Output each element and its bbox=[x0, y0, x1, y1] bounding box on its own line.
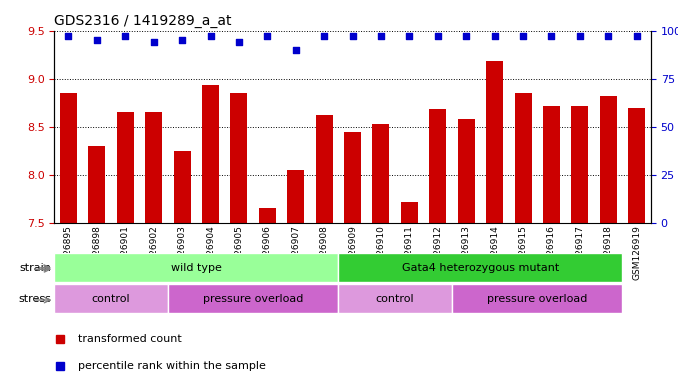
Point bbox=[92, 37, 102, 43]
Bar bbox=[287, 170, 304, 384]
Point bbox=[631, 33, 642, 40]
Point bbox=[319, 33, 330, 40]
Bar bbox=[372, 124, 389, 384]
FancyBboxPatch shape bbox=[168, 284, 338, 313]
FancyBboxPatch shape bbox=[54, 253, 338, 282]
Point bbox=[233, 39, 244, 45]
Bar bbox=[174, 151, 191, 384]
Point bbox=[433, 33, 443, 40]
Point bbox=[148, 39, 159, 45]
Bar bbox=[117, 113, 134, 384]
Bar bbox=[316, 115, 333, 384]
Text: stress: stress bbox=[19, 293, 52, 304]
Bar bbox=[88, 146, 105, 384]
Bar bbox=[429, 109, 446, 384]
Bar bbox=[458, 119, 475, 384]
FancyBboxPatch shape bbox=[338, 253, 622, 282]
Bar bbox=[259, 208, 276, 384]
Bar bbox=[202, 86, 219, 384]
Text: strain: strain bbox=[20, 263, 52, 273]
Point bbox=[376, 33, 386, 40]
Bar bbox=[628, 108, 645, 384]
Text: pressure overload: pressure overload bbox=[203, 293, 303, 304]
Text: control: control bbox=[92, 293, 130, 304]
Point bbox=[177, 37, 188, 43]
Bar bbox=[572, 106, 589, 384]
Text: wild type: wild type bbox=[171, 263, 222, 273]
FancyBboxPatch shape bbox=[452, 284, 622, 313]
Bar bbox=[344, 132, 361, 384]
Bar bbox=[515, 93, 532, 384]
Bar bbox=[486, 61, 503, 384]
Text: GDS2316 / 1419289_a_at: GDS2316 / 1419289_a_at bbox=[54, 14, 232, 28]
Point bbox=[404, 33, 415, 40]
Bar bbox=[145, 113, 162, 384]
Text: control: control bbox=[376, 293, 414, 304]
Text: percentile rank within the sample: percentile rank within the sample bbox=[78, 361, 266, 371]
Bar bbox=[231, 93, 247, 384]
Bar bbox=[60, 93, 77, 384]
Point bbox=[574, 33, 585, 40]
Point bbox=[517, 33, 528, 40]
FancyBboxPatch shape bbox=[338, 284, 452, 313]
Bar bbox=[543, 106, 560, 384]
FancyBboxPatch shape bbox=[54, 284, 168, 313]
Point bbox=[262, 33, 273, 40]
Point bbox=[546, 33, 557, 40]
Text: pressure overload: pressure overload bbox=[487, 293, 587, 304]
Point bbox=[205, 33, 216, 40]
Text: Gata4 heterozygous mutant: Gata4 heterozygous mutant bbox=[402, 263, 559, 273]
Point bbox=[461, 33, 472, 40]
Point bbox=[603, 33, 614, 40]
Text: transformed count: transformed count bbox=[78, 334, 182, 344]
Bar bbox=[600, 96, 617, 384]
Point bbox=[63, 33, 74, 40]
Bar bbox=[401, 202, 418, 384]
Point bbox=[290, 47, 301, 53]
Point bbox=[120, 33, 131, 40]
Point bbox=[490, 33, 500, 40]
Point bbox=[347, 33, 358, 40]
